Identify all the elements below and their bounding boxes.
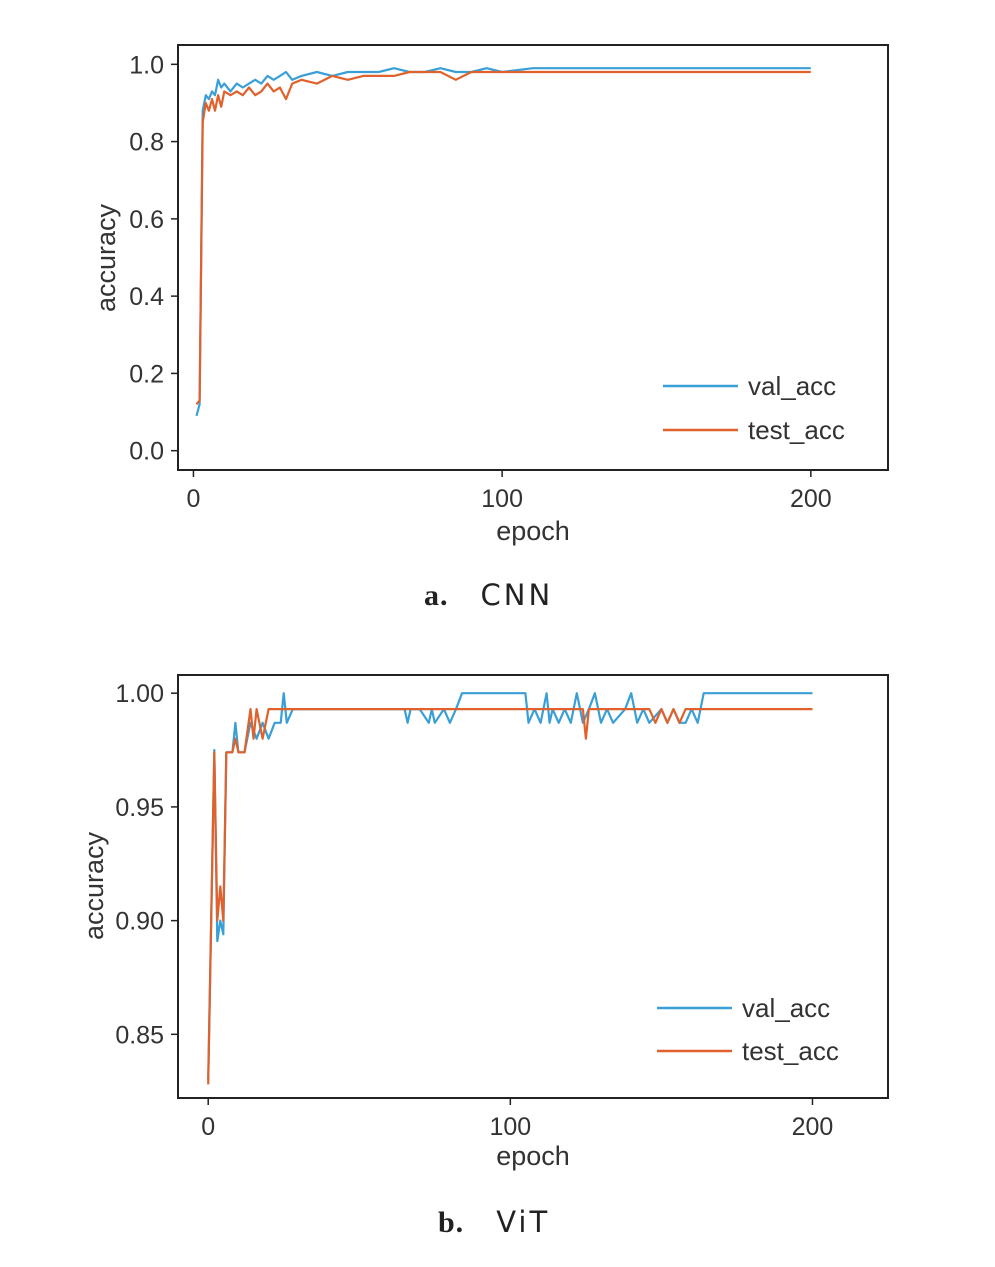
chart-vit: 0 100 200 0.85 0.90 0.95 1.00 epoch accu… [79, 674, 889, 1171]
y-tick-label: 0.0 [129, 438, 164, 466]
x-tick-label: 100 [481, 485, 523, 513]
legend-label-val-acc: val_acc [742, 993, 830, 1023]
series-line-val-acc [207, 692, 813, 1080]
x-tick-label: 0 [201, 1113, 215, 1141]
x-tick-labels: 0 100 200 [186, 485, 831, 513]
caption-a: a. CNN [424, 578, 553, 613]
series-lines [195, 67, 811, 417]
y-tick-label: 0.2 [129, 360, 164, 388]
chart-cnn: 0 100 200 0.0 0.2 0.4 0.6 0.8 1.0 epoch … [91, 44, 889, 546]
series-line-test-acc [207, 707, 813, 1085]
y-tick-label: 0.95 [115, 794, 164, 822]
x-tick-label: 200 [792, 1113, 834, 1141]
y-tick-label: 0.90 [115, 908, 164, 936]
y-tick-labels: 0.0 0.2 0.4 0.6 0.8 1.0 [129, 51, 164, 465]
y-axis-label: accuracy [79, 831, 109, 940]
y-tick-label: 0.85 [115, 1021, 164, 1049]
plot-frame [177, 44, 889, 471]
tick-marks [171, 63, 812, 477]
legend-label-val-acc: val_acc [748, 371, 836, 401]
legend: val_acc test_acc [657, 993, 839, 1066]
y-tick-labels: 0.85 0.90 0.95 1.00 [115, 680, 164, 1049]
series-line-test-acc [195, 70, 811, 405]
caption-letter: b. [438, 1206, 465, 1239]
tick-marks [171, 692, 814, 1105]
x-axis-label: epoch [496, 1141, 570, 1171]
caption-model-name: ViT [496, 1205, 551, 1239]
legend-label-test-acc: test_acc [742, 1036, 839, 1066]
series-line-val-acc [195, 67, 811, 417]
caption-letter: a. [424, 579, 449, 612]
caption-b: b. ViT [438, 1205, 550, 1240]
y-tick-label: 0.8 [129, 129, 164, 157]
y-tick-label: 1.00 [115, 680, 164, 708]
legend-label-test-acc: test_acc [748, 415, 845, 445]
x-tick-label: 200 [790, 485, 832, 513]
plot-frame [177, 674, 889, 1099]
x-tick-label: 100 [489, 1113, 531, 1141]
x-tick-label: 0 [186, 485, 200, 513]
legend: val_acc test_acc [663, 371, 845, 445]
y-tick-label: 0.4 [129, 283, 164, 311]
y-tick-label: 1.0 [129, 51, 164, 79]
x-axis-label: epoch [496, 516, 570, 546]
x-tick-labels: 0 100 200 [201, 1113, 833, 1141]
y-axis-label: accuracy [91, 203, 121, 312]
caption-model-name: CNN [480, 578, 554, 612]
series-lines [207, 692, 813, 1085]
y-tick-label: 0.6 [129, 206, 164, 234]
